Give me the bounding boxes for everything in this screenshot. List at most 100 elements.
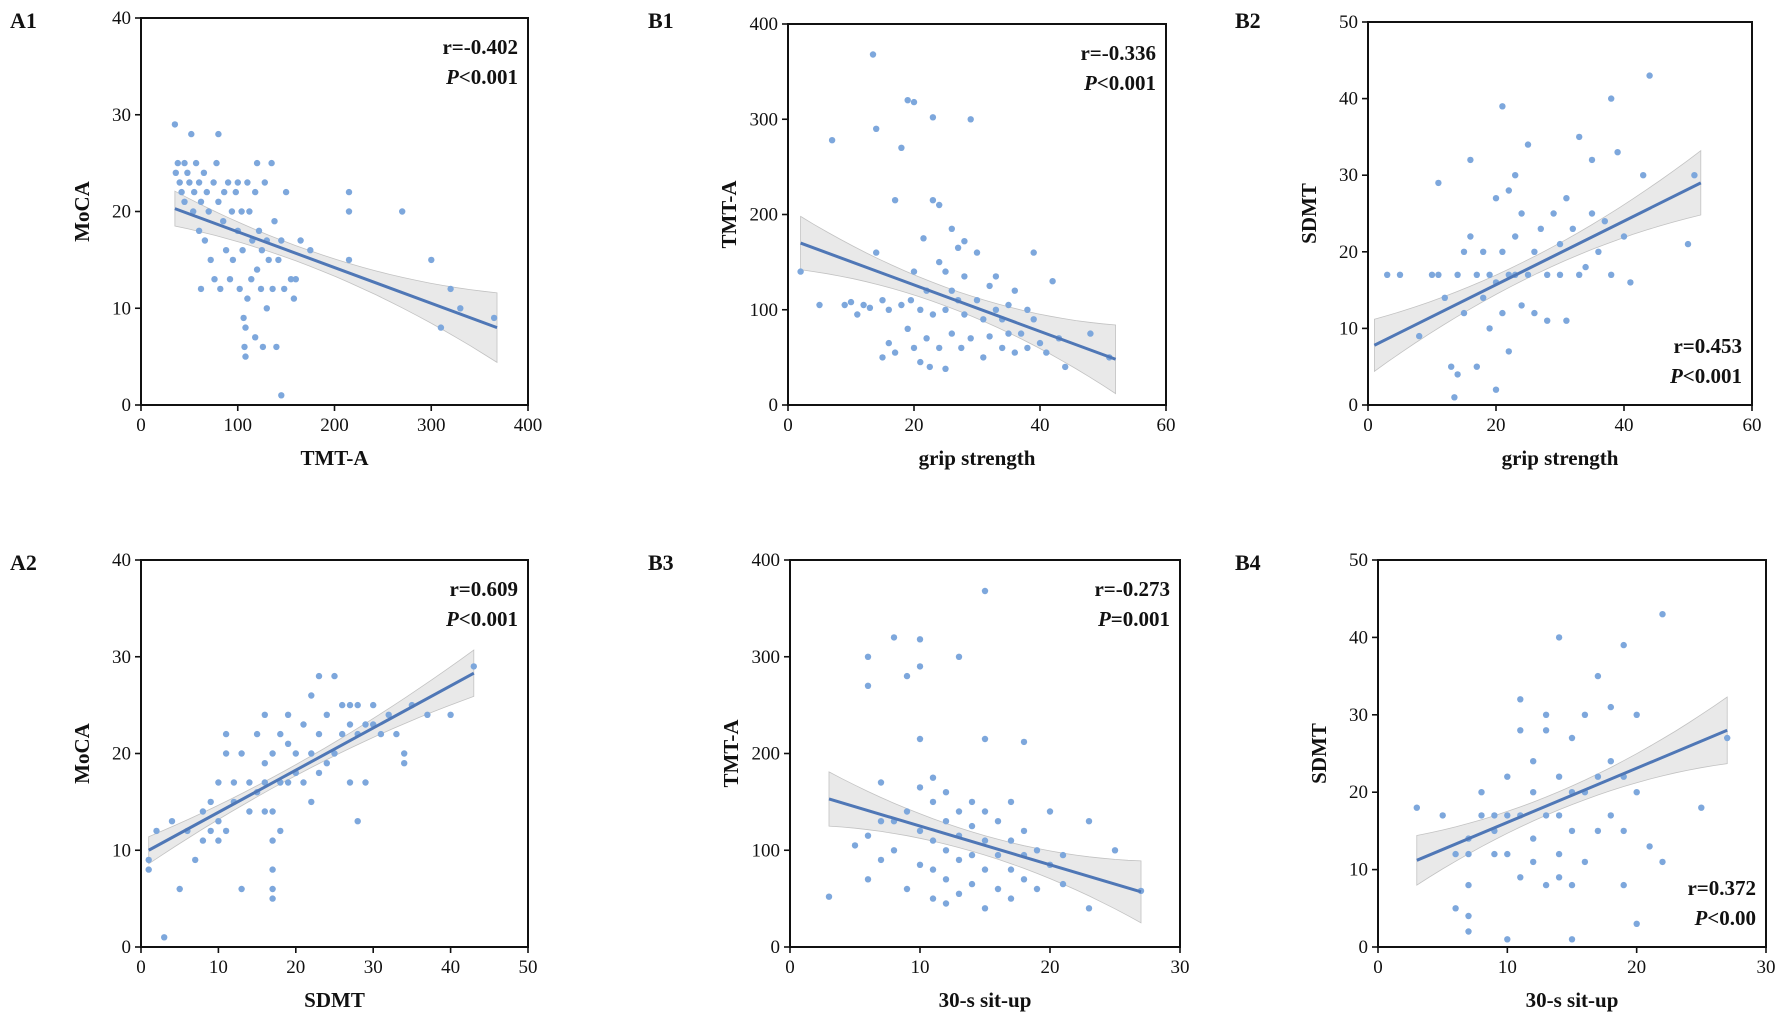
data-point: [992, 273, 1000, 280]
data-point: [968, 798, 976, 806]
data-point: [215, 818, 222, 825]
data-point: [345, 188, 353, 196]
data-point: [1724, 734, 1731, 742]
panel-b1: B1 0 20 40 60 0 100 200 300 400 grip strength TMT-A…: [648, 8, 1176, 470]
p-symbol: P: [1669, 364, 1683, 388]
data-point: [873, 125, 880, 132]
data-point: [1633, 711, 1640, 718]
data-point: [171, 121, 179, 128]
data-point: [284, 740, 292, 747]
data-point: [457, 305, 464, 312]
confidence-band: [800, 215, 1116, 395]
y-tick-label: 20: [112, 744, 131, 765]
y-tick-label: 50: [1339, 12, 1358, 33]
data-point: [246, 779, 253, 786]
panel-a2: A2 0 10 20 30 40 50 0 10 20 30 40 SDMT MoCA r=0.609 P<0…: [10, 550, 538, 1012]
data-point: [1085, 818, 1093, 825]
data-point: [948, 225, 955, 232]
data-point: [1454, 371, 1461, 378]
data-point: [1059, 880, 1067, 888]
p-value-text: <0.001: [459, 607, 518, 631]
x-tick-label: 10: [1498, 957, 1517, 978]
data-point: [203, 188, 210, 196]
data-point: [907, 297, 915, 304]
data-point: [942, 268, 949, 275]
data-point: [1542, 727, 1550, 734]
data-point: [968, 880, 976, 888]
data-point: [217, 285, 224, 293]
data-point: [1550, 210, 1557, 217]
data-point: [981, 587, 989, 595]
y-axis-title: MoCA: [70, 180, 94, 241]
y-tick-label: 10: [1339, 318, 1358, 339]
y-tick-label: 10: [112, 298, 131, 319]
data-point: [992, 306, 1000, 313]
data-point: [1486, 325, 1493, 332]
data-point: [213, 159, 220, 167]
p-value-text: <0.00: [1707, 906, 1756, 930]
data-point: [980, 316, 987, 323]
data-point: [226, 276, 234, 283]
data-point: [1439, 812, 1446, 819]
data-point: [890, 634, 898, 641]
data-point: [447, 285, 454, 293]
data-point: [300, 721, 307, 728]
panel-label: A1: [10, 8, 37, 33]
confidence-band: [148, 649, 475, 865]
data-point: [1480, 248, 1487, 255]
y-tick-label: 300: [750, 109, 779, 130]
data-point: [1478, 789, 1485, 796]
x-tick-label: 20: [905, 415, 924, 436]
data-point: [246, 208, 253, 215]
x-tick-label: 0: [136, 415, 146, 436]
y-tick-label: 20: [112, 202, 131, 223]
data-point: [1454, 271, 1461, 278]
plot-frame: [1377, 559, 1767, 948]
x-tick-label: 100: [224, 415, 253, 436]
correlation-r: r=0.372: [1687, 876, 1756, 900]
x-tick-label: 0: [1363, 415, 1373, 436]
data-point: [315, 730, 323, 738]
x-tick-label: 20: [1041, 957, 1060, 978]
data-point: [1640, 172, 1647, 179]
data-point: [1480, 294, 1487, 301]
data-point: [215, 779, 222, 786]
data-point: [278, 237, 285, 244]
data-point: [236, 285, 243, 293]
y-tick-label: 40: [112, 550, 131, 571]
data-point: [215, 837, 222, 844]
data-point: [252, 188, 259, 196]
data-point: [828, 137, 836, 144]
data-point: [1646, 72, 1653, 79]
data-point: [287, 276, 295, 283]
data-point: [268, 159, 275, 167]
data-point: [1043, 349, 1050, 356]
data-point: [184, 169, 191, 176]
p-value-text: <0.001: [459, 65, 518, 89]
data-point: [242, 353, 249, 360]
data-point: [199, 808, 207, 815]
y-tick-label: 0: [771, 937, 781, 958]
data-point: [292, 750, 299, 757]
p-value: P<0.00: [1693, 906, 1756, 930]
data-point: [1448, 363, 1455, 370]
data-point: [1568, 881, 1576, 889]
data-point: [300, 779, 307, 786]
data-point: [1033, 885, 1041, 893]
data-point: [265, 256, 272, 264]
data-point: [246, 808, 253, 815]
data-point: [220, 218, 227, 225]
data-point: [346, 721, 354, 728]
data-point: [942, 306, 949, 313]
data-point: [981, 808, 989, 815]
data-point: [916, 636, 924, 643]
data-point: [1465, 881, 1472, 889]
data-point: [1544, 317, 1551, 324]
data-point: [1473, 271, 1481, 278]
data-point: [244, 179, 251, 186]
data-point: [1033, 847, 1041, 854]
data-point: [1467, 156, 1474, 164]
data-point: [271, 218, 278, 225]
data-point: [1441, 294, 1449, 301]
data-point: [1036, 339, 1044, 347]
